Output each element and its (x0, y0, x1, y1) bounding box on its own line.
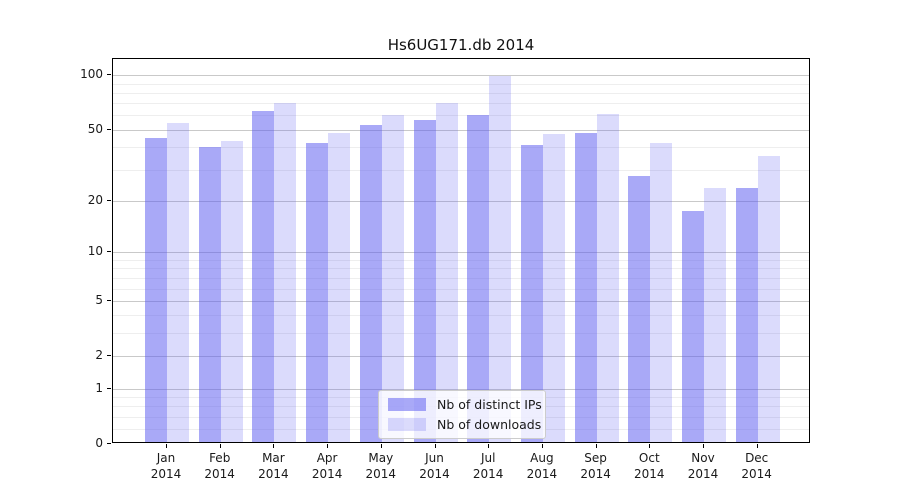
bar-jun-downloads (435, 102, 458, 442)
minor-gridline (113, 260, 809, 261)
x-tick-label-aug: Aug 2014 (526, 451, 558, 481)
legend-swatch-downloads (388, 418, 426, 431)
x-tick-mark (166, 444, 167, 448)
bar-jul-distinct-ips (467, 114, 490, 442)
minor-gridline (113, 277, 809, 279)
bar-jan-downloads (167, 123, 189, 442)
x-tick-mark (327, 444, 329, 448)
y-tick-label: 20 (87, 192, 103, 207)
x-tick-mark (541, 444, 543, 448)
x-tick-mark (273, 444, 275, 448)
bar-apr-downloads (328, 132, 351, 442)
x-tick-label-apr: Apr 2014 (311, 451, 343, 481)
minor-gridline (113, 268, 809, 270)
bar-may-distinct-ips (359, 124, 382, 442)
y-tick-label: 0 (95, 436, 103, 450)
x-tick-mark (756, 444, 758, 448)
x-tick-label-mar: Mar 2014 (258, 451, 289, 481)
y-tick-mark (107, 387, 111, 389)
y-tick-label: 100 (80, 67, 103, 82)
x-tick-label-dec: Dec 2014 (741, 451, 772, 481)
x-tick-mark (595, 444, 597, 448)
bar-mar-downloads (274, 102, 297, 442)
bar-may-downloads (381, 114, 404, 442)
x-tick-label-nov: Nov 2014 (687, 451, 719, 481)
bar-nov-downloads (704, 188, 726, 442)
bar-nov-distinct-ips (682, 211, 704, 442)
bar-dec-downloads (757, 155, 780, 442)
y-tick-label: 50 (87, 121, 103, 136)
bar-apr-distinct-ips (306, 143, 329, 442)
legend-label-distinct-ips: Nb of distinct IPs (437, 397, 542, 412)
y-tick-mark (107, 74, 111, 76)
bar-aug-downloads (542, 134, 565, 442)
minor-gridline (113, 169, 809, 171)
bar-jun-distinct-ips (413, 120, 436, 442)
minor-gridline (113, 115, 809, 117)
legend: Nb of distinct IPs Nb of downloads (378, 390, 546, 439)
major-gridline (113, 200, 809, 202)
y-tick-label: 1 (95, 380, 103, 395)
x-tick-mark (434, 444, 436, 448)
minor-gridline (113, 333, 809, 335)
x-tick-mark (219, 444, 221, 448)
bar-feb-distinct-ips (198, 147, 221, 442)
x-tick-mark (488, 444, 490, 448)
bar-dec-distinct-ips (735, 188, 758, 442)
bar-jan-distinct-ips (145, 137, 167, 442)
bar-oct-downloads (650, 143, 673, 442)
x-tick-label-jan: Jan 2014 (150, 451, 182, 481)
x-tick-mark (380, 444, 382, 448)
major-gridline (113, 252, 809, 254)
x-tick-label-oct: Oct 2014 (634, 451, 665, 481)
bar-sep-downloads (596, 113, 619, 442)
plot-area (112, 58, 810, 443)
x-tick-label-sep: Sep 2014 (580, 451, 611, 481)
legend-item-downloads: Nb of downloads (388, 417, 541, 432)
y-tick-mark (107, 199, 111, 201)
y-tick-label: 10 (87, 244, 103, 259)
major-gridline (113, 129, 809, 131)
bar-jul-downloads (489, 76, 512, 442)
bar-oct-distinct-ips (628, 175, 651, 442)
y-tick-mark (107, 355, 111, 357)
x-tick-mark (703, 444, 704, 448)
chart-title: Hs6UG171.db 2014 (387, 36, 535, 54)
major-gridline (113, 356, 809, 358)
y-tick-label: 5 (95, 292, 103, 307)
y-tick-label: 2 (95, 348, 103, 363)
minor-gridline (113, 147, 809, 149)
x-tick-label-jul: Jul 2014 (472, 451, 504, 481)
minor-gridline (113, 103, 809, 105)
major-gridline (113, 300, 809, 302)
x-tick-label-may: May 2014 (365, 451, 397, 481)
y-tick-mark (107, 299, 111, 301)
y-tick-mark (107, 443, 111, 444)
major-gridline (113, 75, 809, 77)
bar-sep-distinct-ips (574, 132, 597, 442)
x-tick-mark (649, 444, 651, 448)
major-gridline (113, 388, 809, 390)
bar-feb-downloads (220, 141, 243, 442)
minor-gridline (113, 315, 809, 317)
legend-label-downloads: Nb of downloads (437, 417, 542, 432)
minor-gridline (113, 83, 809, 85)
legend-item-distinct-ips: Nb of distinct IPs (388, 397, 542, 412)
x-tick-label-feb: Feb 2014 (204, 451, 235, 481)
y-tick-mark (107, 128, 111, 130)
bar-aug-distinct-ips (520, 145, 543, 442)
bar-mar-distinct-ips (252, 110, 275, 442)
y-tick-mark (107, 251, 111, 253)
legend-swatch-distinct-ips (388, 398, 426, 411)
minor-gridline (113, 288, 809, 290)
minor-gridline (113, 92, 809, 94)
x-tick-label-jun: Jun 2014 (419, 451, 450, 481)
